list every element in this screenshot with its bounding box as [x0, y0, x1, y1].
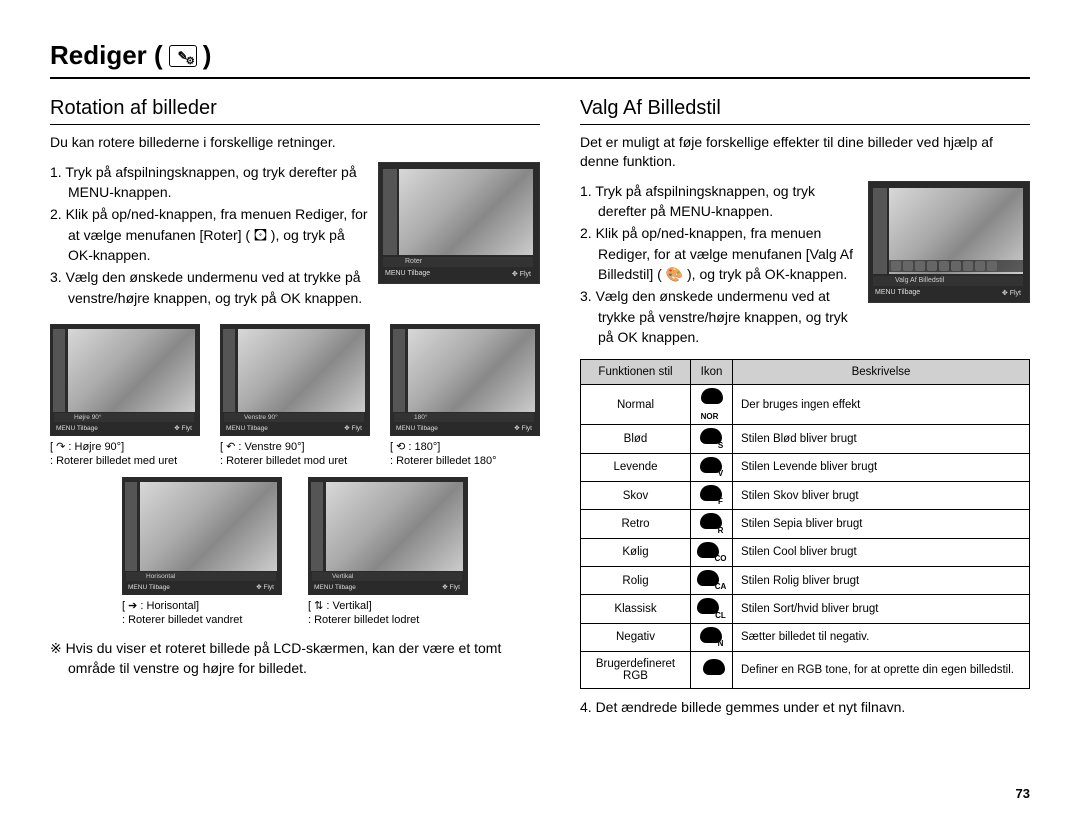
table-row: BlødSStilen Blød bliver brugt — [581, 425, 1030, 453]
right-intro: Det er muligt at føje forskellige effekt… — [580, 133, 1030, 171]
palette-icon: N — [691, 623, 733, 651]
right-section-title: Valg Af Billedstil — [580, 97, 1030, 120]
rotation-row-1: Højre 90° MENU Tilbage✥ Flyt [ ↷ : Højre… — [50, 324, 540, 469]
th-desc: Beskrivelse — [733, 360, 1030, 385]
left-step-1: 1. Tryk på afspilningsknappen, og tryk d… — [50, 162, 368, 203]
style-name: Kølig — [581, 538, 691, 566]
left-intro: Du kan rotere billederne i forskellige r… — [50, 133, 540, 152]
style-desc: Stilen Cool bliver brugt — [733, 538, 1030, 566]
right-column: Valg Af Billedstil Det er muligt at føje… — [580, 97, 1030, 715]
style-name: Brugerdefineret RGB — [581, 651, 691, 688]
table-row: SkovFStilen Skov bliver brugt — [581, 482, 1030, 510]
table-row: Brugerdefineret RGB Definer en RGB tone, … — [581, 651, 1030, 688]
style-desc: Der bruges ingen effekt — [733, 385, 1030, 425]
th-icon: Ikon — [691, 360, 733, 385]
th-name: Funktionen stil — [581, 360, 691, 385]
right-thumb-move: ✥ Flyt — [1002, 289, 1021, 297]
table-row: LevendeVStilen Levende bliver brugt — [581, 453, 1030, 481]
rot-item-left90: Venstre 90° MENU Tilbage✥ Flyt [ ↶ : Ven… — [220, 324, 370, 469]
palette-icon: R — [691, 510, 733, 538]
table-row: NegativNSætter billedet til negativ. — [581, 623, 1030, 651]
rot-item-horizontal: Horisontal MENU Tilbage✥ Flyt [ ➔ : Hori… — [122, 477, 282, 628]
right-step-4: 4. Det ændrede billede gemmes under et n… — [580, 699, 1030, 715]
title-divider — [50, 77, 1030, 79]
left-thumb-back: MENU Tilbage — [385, 270, 430, 277]
style-name: Blød — [581, 425, 691, 453]
rot-item-right90: Højre 90° MENU Tilbage✥ Flyt [ ↷ : Højre… — [50, 324, 200, 469]
right-main-thumb: Valg Af Billedstil MENU Tilbage ✥ Flyt — [868, 181, 1030, 303]
style-desc: Stilen Levende bliver brugt — [733, 453, 1030, 481]
right-divider — [580, 124, 1030, 125]
left-section-title: Rotation af billeder — [50, 97, 540, 120]
palette-icon: CL — [691, 595, 733, 623]
right-step-1: 1. Tryk på afspilningsknappen, og tryk d… — [580, 181, 858, 222]
palette-icon: V — [691, 453, 733, 481]
left-main-thumb: Roter MENU Tilbage ✥ Flyt — [378, 162, 540, 284]
palette-icon: CA — [691, 566, 733, 594]
left-thumb-label: Roter — [383, 257, 533, 267]
style-desc: Stilen Sort/hvid bliver brugt — [733, 595, 1030, 623]
table-row: NormalNORDer bruges ingen effekt — [581, 385, 1030, 425]
style-desc: Definer en RGB tone, for at oprette din … — [733, 651, 1030, 688]
left-divider — [50, 124, 540, 125]
palette-icon: NOR — [691, 385, 733, 425]
table-row: KlassiskCLStilen Sort/hvid bliver brugt — [581, 595, 1030, 623]
table-row: RoligCAStilen Rolig bliver brugt — [581, 566, 1030, 594]
style-name: Retro — [581, 510, 691, 538]
style-name: Klassisk — [581, 595, 691, 623]
style-desc: Stilen Rolig bliver brugt — [733, 566, 1030, 594]
left-step-3: 3. Vælg den ønskede undermenu ved at try… — [50, 267, 368, 308]
right-step-2: 2. Klik på op/ned-knappen, fra menuen Re… — [580, 223, 858, 284]
style-desc: Stilen Sepia bliver brugt — [733, 510, 1030, 538]
palette-icon: S — [691, 425, 733, 453]
right-step-3: 3. Vælg den ønskede undermenu ved at try… — [580, 286, 858, 347]
style-desc: Sætter billedet til negativ. — [733, 623, 1030, 651]
palette-icon: F — [691, 482, 733, 510]
style-name: Skov — [581, 482, 691, 510]
palette-icon: CO — [691, 538, 733, 566]
style-name: Negativ — [581, 623, 691, 651]
page-title: Rediger ( ✎ ) — [50, 40, 1030, 71]
rotation-row-2: Horisontal MENU Tilbage✥ Flyt [ ➔ : Hori… — [50, 477, 540, 628]
style-name: Rolig — [581, 566, 691, 594]
title-suffix: ) — [203, 40, 212, 71]
right-thumb-label: Valg Af Billedstil — [873, 276, 1023, 286]
right-steps: 1. Tryk på afspilningsknappen, og tryk d… — [580, 181, 858, 349]
rot-item-vertical: Vertikal MENU Tilbage✥ Flyt [ ⇅ : Vertik… — [308, 477, 468, 628]
title-prefix: Rediger ( — [50, 40, 163, 71]
left-column: Rotation af billeder Du kan rotere bille… — [50, 97, 540, 715]
table-row: RetroRStilen Sepia bliver brugt — [581, 510, 1030, 538]
left-steps: 1. Tryk på afspilningsknappen, og tryk d… — [50, 162, 368, 310]
rot-item-180: 180° MENU Tilbage✥ Flyt [ ⟲ : 180°] : Ro… — [390, 324, 540, 469]
page-number: 73 — [1016, 786, 1030, 801]
left-thumb-move: ✥ Flyt — [512, 270, 531, 278]
style-name: Normal — [581, 385, 691, 425]
palette-icon — [691, 651, 733, 688]
right-thumb-back: MENU Tilbage — [875, 289, 920, 296]
left-note: ※ Hvis du viser et roteret billede på LC… — [50, 639, 540, 678]
style-desc: Stilen Blød bliver brugt — [733, 425, 1030, 453]
style-table: Funktionen stil Ikon Beskrivelse NormalN… — [580, 359, 1030, 689]
edit-icon: ✎ — [169, 45, 197, 67]
style-desc: Stilen Skov bliver brugt — [733, 482, 1030, 510]
style-name: Levende — [581, 453, 691, 481]
table-row: KøligCOStilen Cool bliver brugt — [581, 538, 1030, 566]
left-step-2: 2. Klik på op/ned-knappen, fra menuen Re… — [50, 204, 368, 265]
